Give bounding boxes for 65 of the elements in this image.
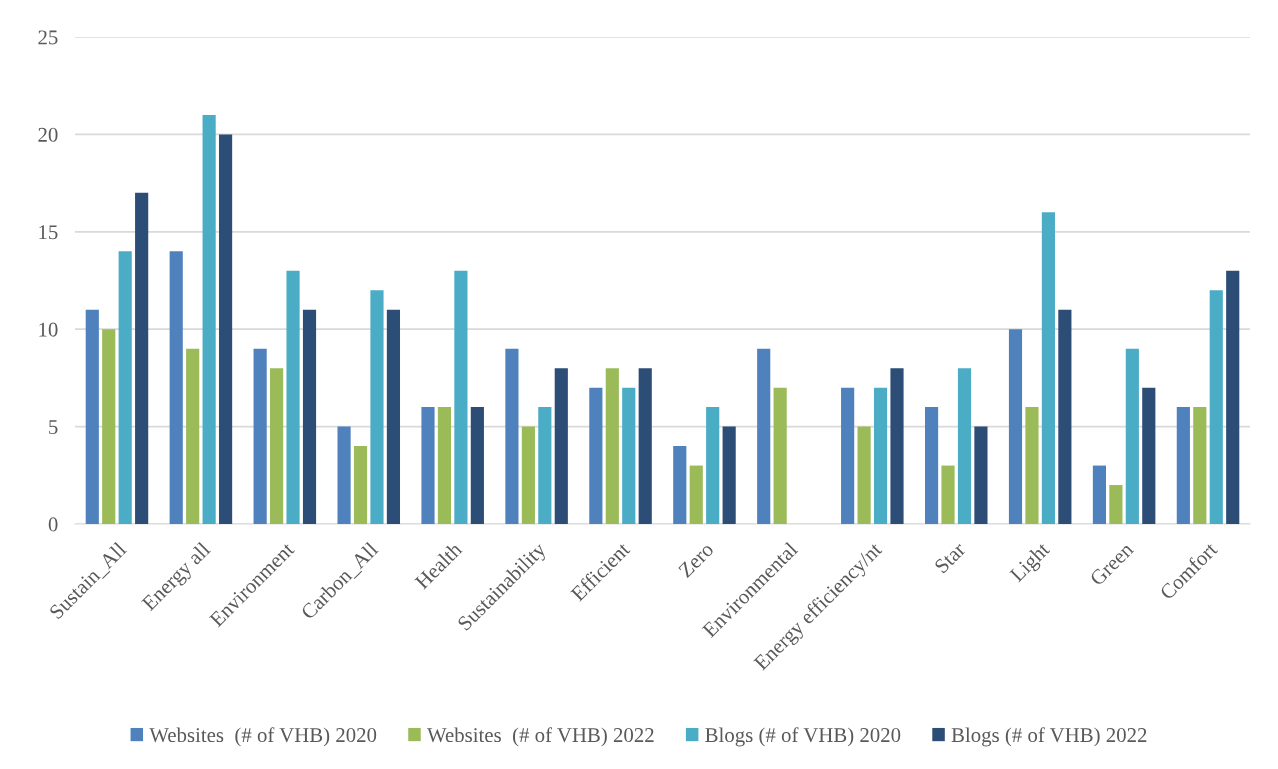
y-tick-label: 20 [38,127,58,142]
bar [202,114,216,524]
bar [505,348,519,524]
bar [353,446,368,524]
y-tick-label: 15 [39,225,58,240]
bar [1176,407,1190,524]
bar [1058,309,1072,524]
bar [890,368,904,524]
bar [1041,212,1055,524]
bar [957,368,972,524]
bar [673,446,687,524]
bar [841,387,855,524]
bar [219,134,233,524]
bar [605,368,619,524]
bar [85,309,99,524]
bar [302,309,317,524]
bar [135,192,149,524]
y-tick-label: 0 [48,517,58,532]
bar [1209,290,1223,524]
bar [186,348,200,524]
bar [638,368,652,524]
bar [470,407,484,524]
bar [370,290,384,524]
bar [253,348,267,524]
legend-label: Blogs (# of VHB) 2020 [705,727,901,747]
bar [454,270,468,524]
legend-label: Blogs (# of VHB) 2022 [951,727,1147,747]
bar [857,426,871,524]
bar [773,387,787,524]
y-tick-label: 10 [39,322,58,337]
bar [337,426,351,524]
bar [421,407,435,524]
bar [102,329,116,524]
bar [169,251,183,524]
bar [941,465,955,524]
bar [538,407,552,524]
bar [521,426,535,524]
y-tick-label: 5 [49,420,58,435]
x-tick-label: Star [933,541,967,574]
bar [1226,270,1240,524]
bar [1125,348,1139,524]
bar [589,387,603,524]
legend-label: Websites (# of VHB) 2022 [427,727,654,747]
bar [873,387,888,524]
legend-label: Websites (# of VHB) 2020 [149,727,377,747]
bar [386,309,401,524]
bar [270,368,284,524]
bar [554,368,568,524]
bar [118,251,132,524]
bar [1008,329,1023,524]
bar [974,426,988,524]
bar [1193,407,1207,524]
bar [706,407,720,524]
bar [722,426,736,524]
bar [286,270,300,524]
bar [1092,465,1106,524]
bar [689,465,703,524]
bar [924,407,939,524]
bar [1142,387,1156,524]
bar [757,348,771,524]
bar [1025,407,1039,524]
bar [437,407,452,524]
y-tick-label: 25 [38,30,58,45]
bar [1109,485,1123,524]
bar [622,387,636,524]
